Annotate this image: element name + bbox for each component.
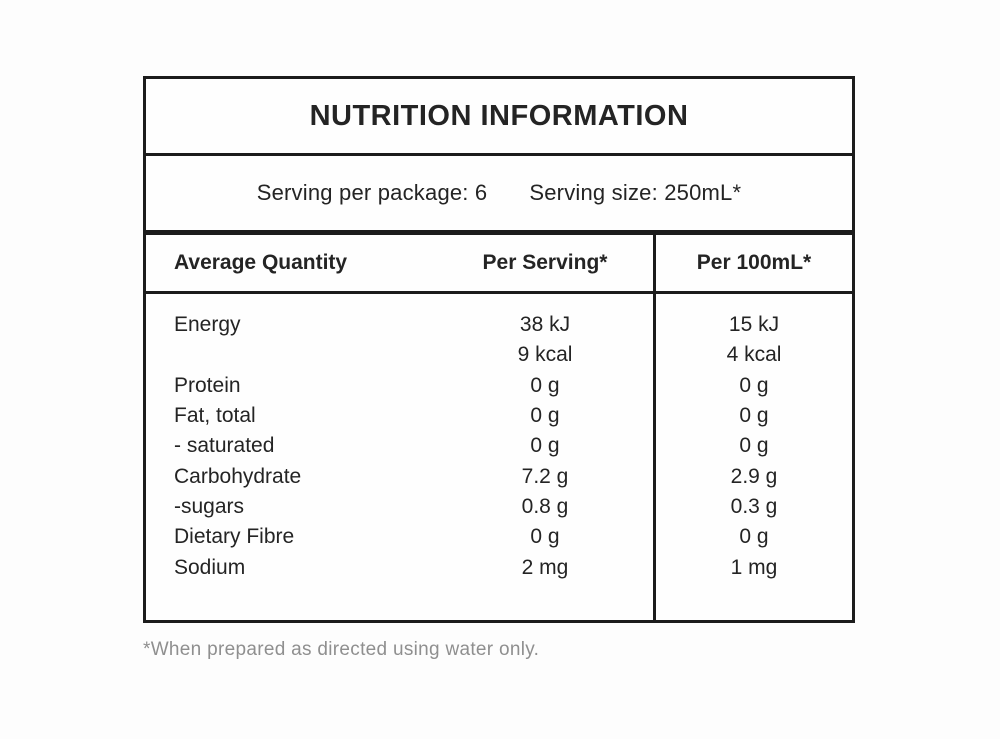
- table-row: Dietary Fibre 0 g: [146, 522, 653, 552]
- per-serving-value: 0 g: [530, 525, 560, 549]
- table-body: Average Quantity Per Serving* Energy 38 …: [146, 235, 852, 620]
- col-header-average-quantity: Average Quantity: [174, 251, 348, 274]
- row-label: Fat, total: [174, 404, 256, 428]
- per-serving-value: 0 g: [530, 434, 560, 458]
- col-header-per-100ml-cell: Per 100mL*: [656, 235, 852, 294]
- per-100ml-value: 1 mg: [730, 555, 778, 579]
- per-100ml-value: 15 kJ: [728, 313, 780, 337]
- table-row: - saturated 0 g: [146, 431, 653, 461]
- per-100ml-value: 2.9 g: [730, 464, 778, 488]
- data-rows-right: 15 kJ 4 kcal 0 g 0 g 0 g 2.9 g 0.3 g 0 g…: [656, 294, 852, 583]
- table-row: 9 kcal: [146, 340, 653, 370]
- serving-size: Serving size: 250mL*: [529, 180, 742, 205]
- row-label: Energy: [174, 313, 241, 337]
- per-serving-value: 9 kcal: [517, 343, 573, 367]
- footnote: *When prepared as directed using water o…: [143, 639, 540, 660]
- per-100ml-value: 0.3 g: [730, 494, 778, 518]
- per-100ml-value: 0 g: [739, 434, 769, 458]
- per-serving-value: 0 g: [530, 373, 560, 397]
- per-serving-value: 0.8 g: [521, 494, 569, 518]
- table-row: -sugars 0.8 g: [146, 492, 653, 522]
- per-serving-value: 0 g: [530, 404, 560, 428]
- table-row: Fat, total 0 g: [146, 401, 653, 431]
- col-header-per-serving: Per Serving*: [482, 251, 608, 274]
- left-columns: Average Quantity Per Serving* Energy 38 …: [146, 235, 653, 620]
- serving-per-package: Serving per package: 6: [256, 180, 488, 205]
- col-header-per-100ml: Per 100mL*: [696, 251, 812, 274]
- table-row: Energy 38 kJ: [146, 310, 653, 340]
- row-label: Carbohydrate: [174, 464, 302, 488]
- row-label: Sodium: [174, 555, 246, 579]
- table-title-row: NUTRITION INFORMATION: [146, 79, 852, 156]
- table-row: Sodium 2 mg: [146, 552, 653, 582]
- table-row: Protein 0 g: [146, 371, 653, 401]
- row-label: Protein: [174, 373, 241, 397]
- row-label: -sugars: [174, 494, 245, 518]
- per-serving-value: 2 mg: [521, 555, 569, 579]
- row-label: - saturated: [174, 434, 275, 458]
- per-serving-value: 38 kJ: [519, 313, 571, 337]
- per-100ml-value: 0 g: [739, 525, 769, 549]
- column-header-row: Average Quantity Per Serving*: [146, 235, 653, 294]
- nutrition-table: NUTRITION INFORMATION Serving per packag…: [143, 76, 855, 623]
- table-row: Carbohydrate 7.2 g: [146, 461, 653, 491]
- row-label: Dietary Fibre: [174, 525, 295, 549]
- data-rows-left: Energy 38 kJ 9 kcal Protein 0 g Fat, tot…: [146, 294, 653, 583]
- per-100ml-value: 4 kcal: [726, 343, 782, 367]
- table-title: NUTRITION INFORMATION: [309, 99, 689, 132]
- per-100ml-value: 0 g: [739, 373, 769, 397]
- serving-info-row: Serving per package: 6 Serving size: 250…: [146, 156, 852, 235]
- per-100ml-column: Per 100mL* 15 kJ 4 kcal 0 g 0 g 0 g 2.9 …: [653, 235, 852, 620]
- per-100ml-value: 0 g: [739, 404, 769, 428]
- per-serving-value: 7.2 g: [521, 464, 569, 488]
